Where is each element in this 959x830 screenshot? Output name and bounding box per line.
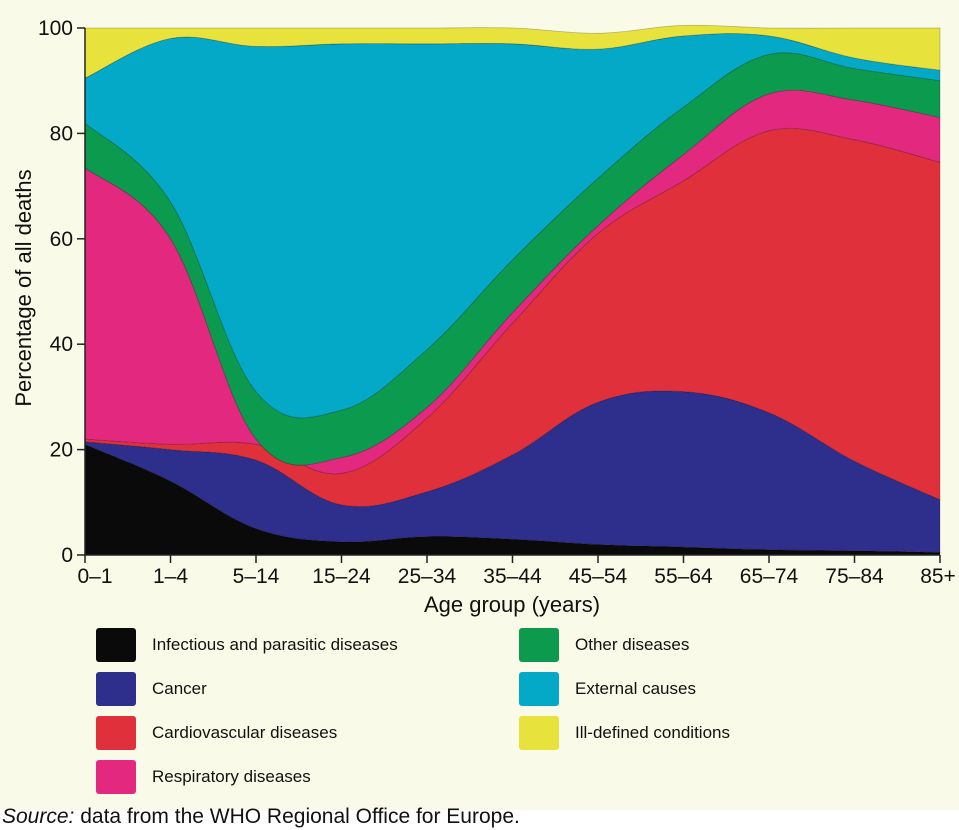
- legend-label: Cancer: [152, 679, 207, 698]
- axes-layer: [77, 27, 941, 563]
- y-tick-label: 60: [50, 228, 73, 251]
- legend-label: Respiratory diseases: [152, 767, 311, 786]
- legend-swatch: [96, 672, 136, 706]
- legend-swatch: [96, 716, 136, 750]
- legend-item: Infectious and parasitic diseases: [96, 628, 398, 662]
- stacked-area-chart: 0 20 40 60 80 100 0–1 1–4 5–14 15–24 25–34 35–44 45–…: [11, 17, 956, 617]
- y-axis-title: Percentage of all deaths: [11, 169, 36, 406]
- legend-label: Cardiovascular diseases: [152, 723, 338, 742]
- y-tick-label: 100: [38, 17, 73, 40]
- x-tick-label: 65–74: [740, 565, 799, 588]
- legend-swatch: [519, 628, 559, 662]
- y-tick-label: 0: [61, 544, 73, 567]
- y-tick-label: 20: [50, 439, 73, 462]
- x-tick-label: 55–64: [654, 565, 713, 588]
- legend-swatch: [96, 628, 136, 662]
- source-lead: Source:: [2, 805, 75, 828]
- x-tick-label: 35–44: [483, 565, 542, 588]
- legend-label: Other diseases: [575, 635, 690, 654]
- legend-item: External causes: [519, 672, 696, 706]
- x-tick-label: 45–54: [569, 565, 628, 588]
- y-tick-label: 80: [50, 122, 73, 145]
- legend-item: Other diseases: [519, 628, 689, 662]
- x-tick-label: 5–14: [233, 565, 280, 588]
- x-tick-label: 85+: [920, 565, 956, 588]
- x-tick-label: 25–34: [398, 565, 457, 588]
- x-tick-label: 75–84: [825, 565, 884, 588]
- source-note: Source: data from the WHO Regional Offic…: [2, 805, 520, 829]
- source-text: data from the WHO Regional Office for Eu…: [74, 805, 520, 828]
- x-tick-label: 0–1: [77, 565, 112, 588]
- legend-label: External causes: [575, 679, 696, 698]
- areas-layer: [84, 24, 941, 556]
- ticks-layer: 0 20 40 60 80 100 0–1 1–4 5–14 15–24 25–34 35–44 45–…: [38, 17, 956, 588]
- legend-item: Cardiovascular diseases: [96, 716, 337, 750]
- legend-swatch: [519, 716, 559, 750]
- legend-swatch: [519, 672, 559, 706]
- x-tick-label: 1–4: [153, 565, 188, 588]
- legend-item: Cancer: [96, 672, 207, 706]
- area-ill-defined-conditions: [84, 24, 941, 79]
- area-external-causes: [84, 33, 941, 419]
- x-tick-label: 15–24: [312, 565, 371, 588]
- legend-label: Ill-defined conditions: [575, 723, 730, 742]
- y-tick-label: 40: [50, 333, 73, 356]
- x-axis-title: Age group (years): [424, 592, 600, 617]
- legend-item: Respiratory diseases: [96, 760, 311, 794]
- legend-label: Infectious and parasitic diseases: [152, 635, 398, 654]
- legend-swatch: [96, 760, 136, 794]
- legend: Infectious and parasitic diseases Cancer C…: [0, 620, 959, 800]
- legend-item: Ill-defined conditions: [519, 716, 730, 750]
